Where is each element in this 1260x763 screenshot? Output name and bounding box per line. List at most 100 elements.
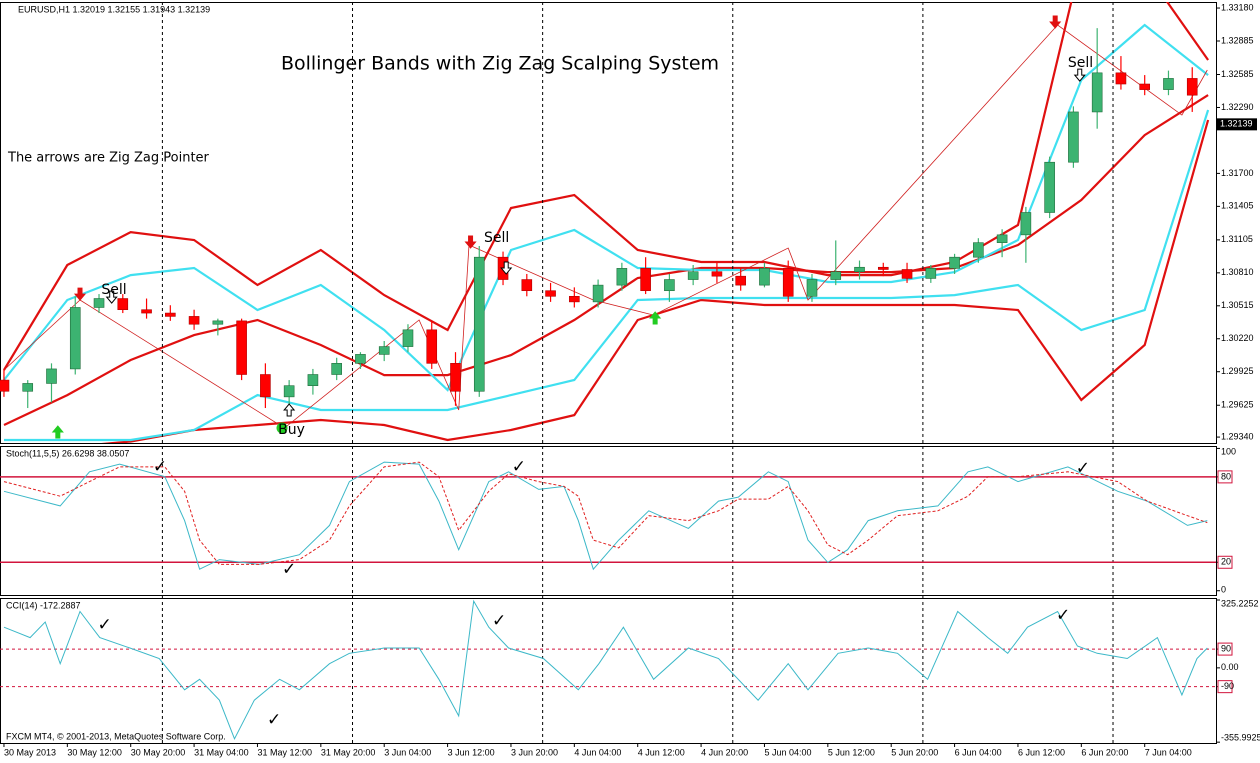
x-tick-label: 6 Jun 12:00 xyxy=(1018,747,1065,757)
signal-arrow xyxy=(500,261,513,275)
level-label-box xyxy=(1217,642,1233,656)
signal-arrow xyxy=(649,311,662,325)
candle-body xyxy=(0,379,10,392)
candle-body xyxy=(1068,111,1079,163)
y-tick-label: 20 xyxy=(1221,557,1231,567)
candle-body xyxy=(592,284,604,303)
x-tick-label: 3 Jun 04:00 xyxy=(384,747,431,757)
band-line xyxy=(3,94,1209,426)
candle-body xyxy=(22,383,34,392)
annotation: Sell xyxy=(484,230,509,246)
signal-arrow xyxy=(73,287,87,301)
y-tick-label: 1.30515 xyxy=(1221,300,1254,310)
y-tick-label: 1.29625 xyxy=(1221,400,1254,410)
candle-body xyxy=(949,256,960,269)
x-tick-label: 30 May 12:00 xyxy=(67,747,122,757)
annotation: Sell xyxy=(101,282,126,298)
candle-body xyxy=(1163,78,1174,90)
cci-panel xyxy=(0,598,1217,744)
y-tick-label: 0 xyxy=(1221,584,1226,594)
candle-body xyxy=(830,271,842,280)
band-line xyxy=(4,109,1210,442)
candle-body xyxy=(640,268,651,292)
candle-body xyxy=(687,271,699,280)
candle-body xyxy=(402,329,414,347)
x-tick-label: 7 Jun 04:00 xyxy=(1145,747,1192,757)
x-tick-label: 31 May 04:00 xyxy=(194,747,249,757)
indicator-line xyxy=(3,461,1208,571)
candle-body xyxy=(1044,161,1055,213)
symbol-header: EURUSD,H1 1.32019 1.32155 1.31943 1.3213… xyxy=(18,4,210,14)
price-panel xyxy=(0,2,1217,444)
candle-body xyxy=(260,374,271,398)
y-tick-label: 325.2252 xyxy=(1221,598,1259,608)
x-tick-label: 6 Jun 20:00 xyxy=(1081,747,1128,757)
signal-arrow xyxy=(1049,15,1062,29)
candle-body xyxy=(1139,83,1151,90)
candle-body xyxy=(93,298,105,308)
candle-body xyxy=(355,354,366,364)
cci-title: CCI(14) -172.2887 xyxy=(6,600,81,610)
plot-area xyxy=(0,599,1216,741)
x-tick-label: 4 Jun 04:00 xyxy=(574,747,621,757)
last-price-label: 1.32139 xyxy=(1220,119,1253,129)
y-tick-label: 0.00 xyxy=(1221,662,1239,672)
candle-body xyxy=(664,279,675,292)
y-tick-label: 1.33180 xyxy=(1221,2,1254,12)
check-mark: ✓ xyxy=(97,615,111,635)
check-mark: ✓ xyxy=(512,457,526,477)
note: The arrows are Zig Zag Pointer xyxy=(7,151,210,166)
indicator-line xyxy=(3,599,1208,741)
chart-title: Bollinger Bands with Zig Zag Scalping Sy… xyxy=(281,53,719,75)
candle-body xyxy=(46,368,57,384)
candle-body xyxy=(759,268,770,286)
candle-body xyxy=(973,242,984,258)
candle-body xyxy=(307,374,319,386)
candle-body xyxy=(1115,72,1127,85)
y-tick-label: 80 xyxy=(1221,471,1231,481)
plot-area xyxy=(0,461,1216,571)
check-mark: ✓ xyxy=(492,611,506,631)
candle-body xyxy=(569,295,580,303)
candle-body xyxy=(806,279,818,297)
signal-dot xyxy=(276,422,288,434)
signal-arrow xyxy=(283,403,296,417)
candle-body xyxy=(212,320,224,325)
candle-body xyxy=(236,320,247,375)
check-mark: ✓ xyxy=(1076,458,1090,478)
x-tick-label: 3 Jun 20:00 xyxy=(511,747,558,757)
signal-arrow xyxy=(1073,68,1086,82)
y-tick-label: -355.9925 xyxy=(1221,732,1260,742)
candle-body xyxy=(331,363,342,375)
check-mark: ✓ xyxy=(1056,606,1070,626)
band-line xyxy=(3,2,1209,371)
band-line xyxy=(101,119,1210,443)
y-tick-label: 1.29340 xyxy=(1221,431,1254,441)
candle-body xyxy=(1020,212,1032,236)
candle-body xyxy=(925,268,937,279)
candle-body xyxy=(735,275,746,286)
candle-body xyxy=(782,268,794,297)
level-label-box xyxy=(1217,470,1233,484)
signal-arrow xyxy=(51,425,64,439)
y-tick-label: 90 xyxy=(1221,643,1231,653)
y-tick-label: 1.31105 xyxy=(1221,234,1253,244)
candle-body xyxy=(283,385,295,398)
x-tick-label: 31 May 20:00 xyxy=(321,747,376,757)
signal-arrow xyxy=(105,290,118,304)
y-tick-label: 1.30810 xyxy=(1221,267,1254,277)
candle-body xyxy=(141,309,152,314)
x-tick-label: 3 Jun 12:00 xyxy=(448,747,495,757)
x-tick-label: 5 Jun 04:00 xyxy=(764,747,811,757)
candle-body xyxy=(117,298,129,311)
x-tick-label: 5 Jun 12:00 xyxy=(828,747,875,757)
stoch-panel xyxy=(0,446,1217,596)
candle-body xyxy=(877,266,889,270)
candle-body xyxy=(1186,78,1198,96)
y-tick-label: 1.32885 xyxy=(1221,35,1254,45)
y-tick-label: 1.32290 xyxy=(1221,102,1254,112)
x-tick-label: 31 May 12:00 xyxy=(257,747,312,757)
y-tick-label: 1.32585 xyxy=(1221,69,1254,79)
stoch-title: Stoch(11,5,5) 26.6298 38.0507 xyxy=(6,448,129,458)
plot-area xyxy=(0,2,1210,443)
